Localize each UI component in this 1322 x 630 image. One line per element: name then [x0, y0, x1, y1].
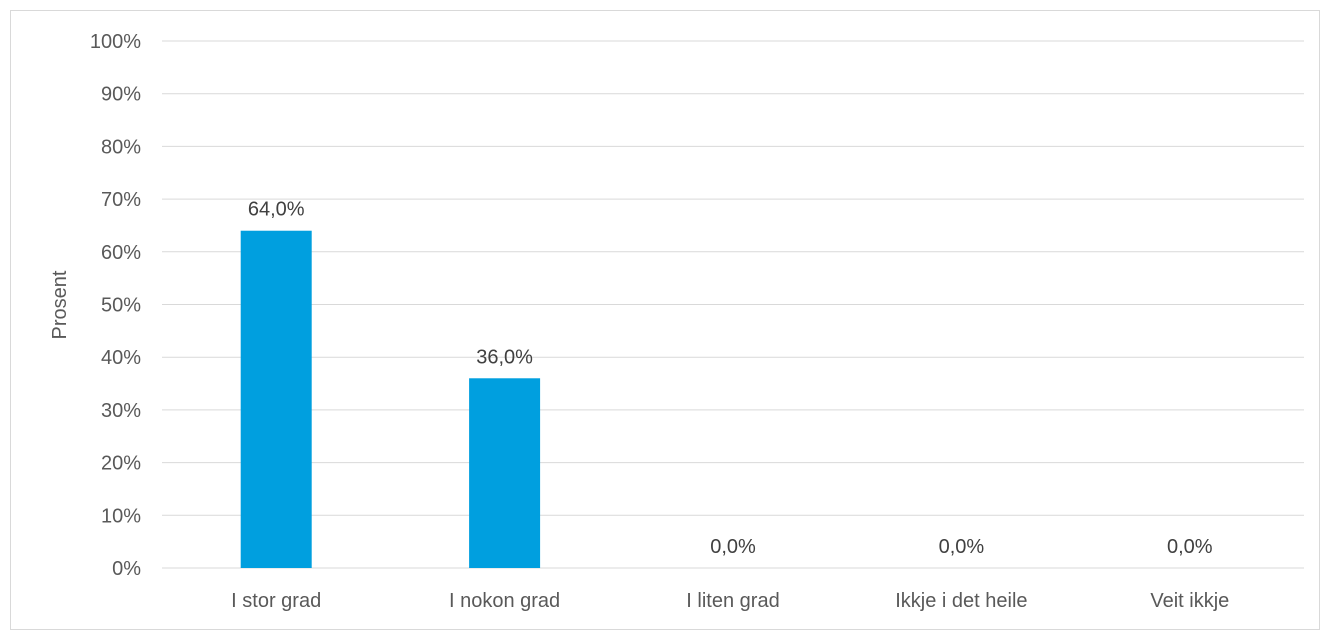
x-category-label: I nokon grad — [449, 590, 560, 612]
data-labels: 64,0% 36,0% 0,0% 0,0% 0,0% — [248, 199, 1213, 558]
y-tick-label: 100% — [90, 31, 141, 53]
data-label: 0,0% — [1167, 536, 1213, 558]
bars — [240, 230, 541, 568]
x-category-labels: I stor grad I nokon grad I liten grad Ikkje… — [231, 590, 1229, 612]
y-tick-label: 60% — [101, 242, 141, 264]
y-tick-label: 50% — [101, 295, 141, 317]
data-label: 0,0% — [710, 536, 756, 558]
y-tick-label: 20% — [101, 453, 141, 475]
y-tick-label: 10% — [101, 505, 141, 527]
x-category-label: Veit ikkje — [1150, 590, 1229, 612]
y-tick-label: 40% — [101, 347, 141, 369]
y-tick-label: 70% — [101, 189, 141, 211]
gridlines — [162, 40, 1304, 569]
y-tick-label: 30% — [101, 400, 141, 422]
y-tick-label: 0% — [112, 558, 141, 580]
data-label: 0,0% — [939, 536, 985, 558]
bar — [469, 378, 541, 568]
y-tick-label: 80% — [101, 136, 141, 158]
data-label: 64,0% — [248, 199, 305, 221]
data-label: 36,0% — [476, 346, 533, 368]
x-category-label: I liten grad — [686, 590, 779, 612]
y-tick-label: 90% — [101, 84, 141, 106]
y-axis-title: Prosent — [49, 270, 71, 339]
bar — [240, 230, 312, 568]
y-tick-labels: 0% 10% 20% 30% 40% 50% 60% 70% 80% 90% 100% — [90, 31, 141, 580]
x-category-label: I stor grad — [231, 590, 321, 612]
x-category-label: Ikkje i det heile — [895, 590, 1027, 612]
